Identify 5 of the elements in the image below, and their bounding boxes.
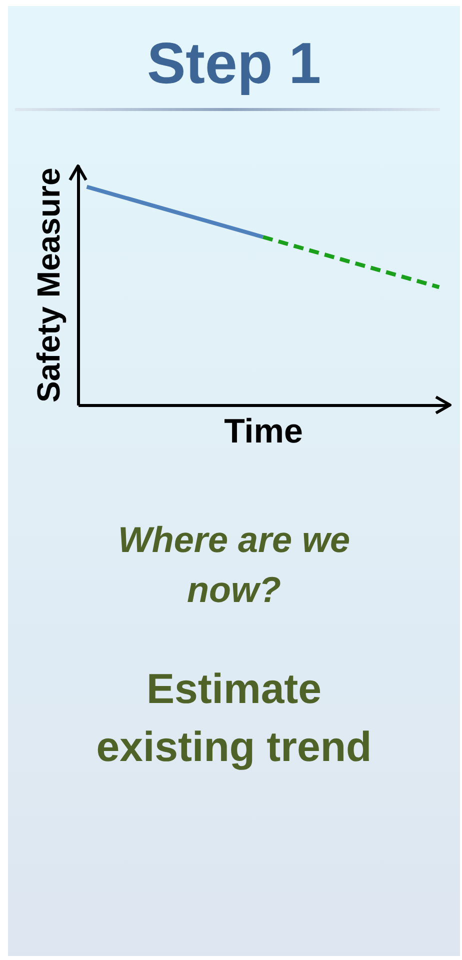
text: Where are we now? xyxy=(116,518,352,612)
y-axis-title: Safety Measure xyxy=(30,168,66,402)
text: Estimate existing trend xyxy=(95,664,373,772)
x-axis-title: Time xyxy=(224,412,303,450)
chart-title: Step 1 xyxy=(146,30,322,97)
